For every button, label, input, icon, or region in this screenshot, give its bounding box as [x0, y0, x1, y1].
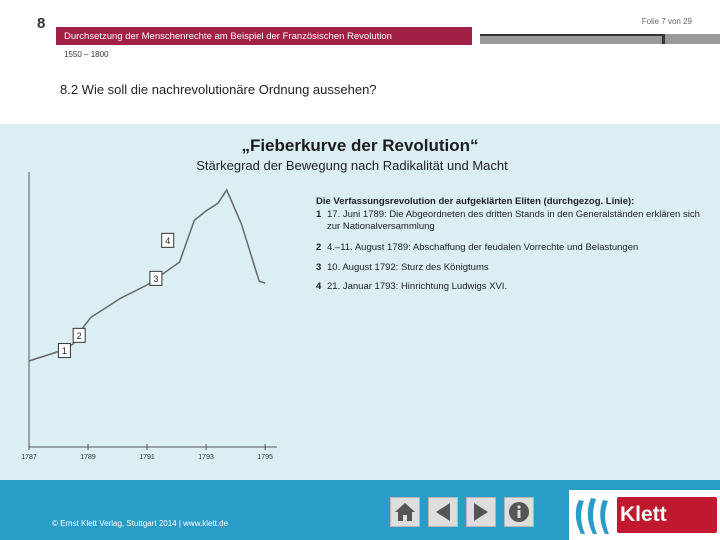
revolution-curve [28, 188, 266, 362]
legend-text: 4.–11. August 1789: Abschaffung der feud… [327, 242, 639, 253]
x-tick-label: 1791 [139, 454, 155, 461]
event-marker-3: 3 [149, 270, 163, 286]
event-marker-1: 1 [57, 343, 71, 359]
event-marker-4: 4 [161, 232, 175, 248]
event-marker-box [57, 343, 71, 359]
chapter-number: 8 [37, 15, 46, 32]
info-button[interactable] [504, 497, 534, 527]
back-arrow-icon [436, 503, 450, 521]
x-tick-label: 1787 [21, 454, 37, 461]
event-marker-label: 3 [153, 274, 158, 284]
legend-number: 4 [316, 281, 322, 292]
info-icon [509, 502, 529, 522]
header-title: Durchsetzung der Menschenrechte am Beisp… [64, 31, 392, 42]
slide-counter: Folie 7 von 29 [641, 17, 692, 26]
slide-title: „Fieberkurve der Revolution“ [241, 136, 479, 155]
x-tick-label: 1795 [257, 454, 273, 461]
previous-slide-button[interactable] [428, 497, 458, 527]
legend-item-4: 4 21. Januar 1793: Hinrichtung Ludwigs XV… [316, 281, 706, 293]
event-marker-label: 2 [77, 331, 82, 341]
legend-text: 10. August 1792: Sturz des Königtums [327, 262, 489, 273]
legend-number: 3 [316, 262, 322, 273]
legend-item-3: 3 10. August 1792: Sturz des Königtums [316, 262, 706, 274]
x-tick-label: 1789 [80, 454, 96, 461]
klett-logo [569, 490, 720, 540]
progress-bar-line [480, 34, 664, 36]
legend-item-2: 2 4.–11. August 1789: Abschaffung der feu… [316, 242, 706, 254]
event-marker-label: 4 [165, 236, 170, 246]
legend-text: 21. Januar 1793: Hinrichtung Ludwigs XVI… [327, 281, 508, 292]
progress-bar [480, 34, 720, 44]
home-button[interactable] [390, 497, 420, 527]
x-tick-label: 1793 [198, 454, 214, 461]
next-slide-button[interactable] [466, 497, 496, 527]
klett-logo-graphic [575, 497, 717, 534]
legend-title: Die Verfassungsrevolution der aufgeklärt… [316, 196, 635, 207]
legend-number: 2 [316, 242, 322, 253]
forward-arrow-icon [474, 503, 488, 521]
event-marker-box [72, 327, 86, 343]
header-band [56, 27, 472, 45]
event-marker-label: 1 [62, 346, 67, 356]
legend-text: 17. Juni 1789: Die Abgeordneten des drit… [327, 209, 700, 232]
copyright-text: © Ernst Klett Verlag, Stuttgart 2014 | w… [52, 519, 229, 528]
klett-logo-text: Klett [620, 503, 667, 526]
event-marker-box [149, 270, 163, 286]
event-marker-box [161, 232, 175, 248]
fever-curve-chart: 1787 1789 1791 1793 1795 12 3 4 [21, 172, 277, 461]
slide-subtitle: Stärkegrad der Bewegung nach Radikalität… [196, 158, 508, 173]
period-label: 1550 – 1800 [64, 50, 109, 59]
home-icon [395, 503, 415, 521]
legend-item-1: 1 17. Juni 1789: Die Abgeordneten des dri… [316, 209, 706, 233]
progress-bar-marker [662, 34, 665, 44]
legend-number: 1 [316, 209, 322, 220]
event-marker-2: 2 [72, 327, 86, 343]
section-heading: 8.2 Wie soll die nachrevolutionäre Ordnu… [60, 82, 377, 97]
content-panel [0, 124, 720, 480]
